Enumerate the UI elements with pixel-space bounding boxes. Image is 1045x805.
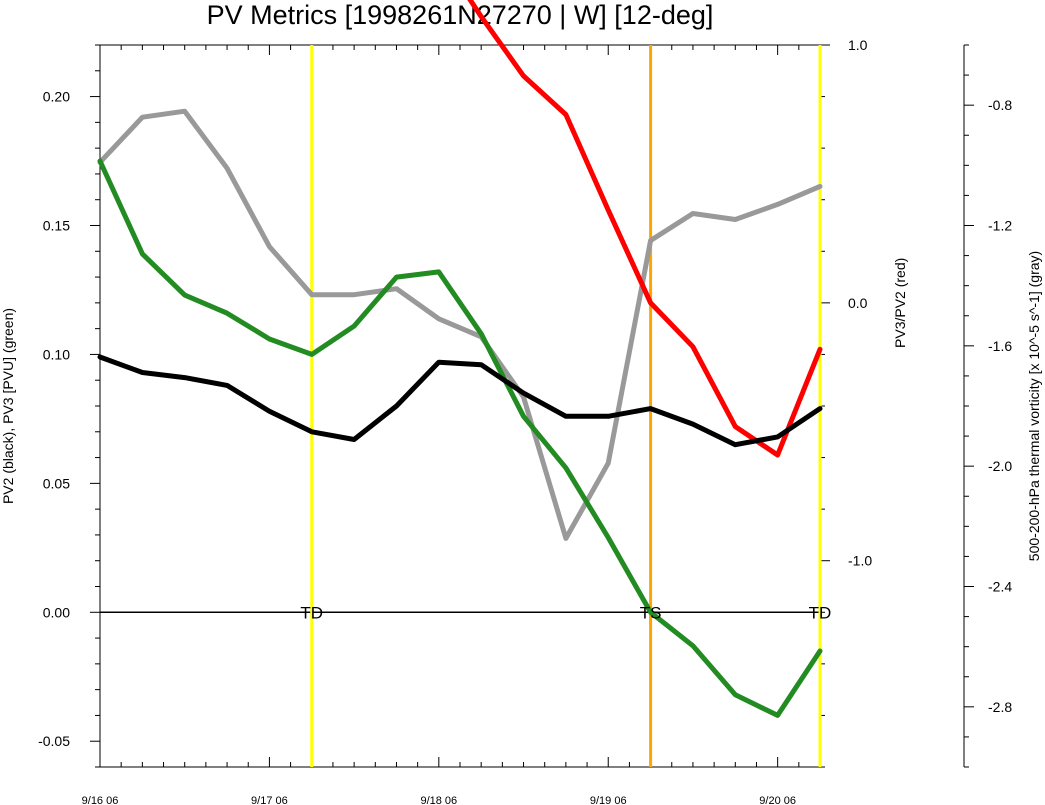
y-axis-right-outer-label: 500-200-hPa thermal vorticity [x 10^-5 s… [1026, 251, 1042, 561]
chart-title: PV Metrics [1998261N27270 | W] [12-deg] [207, 0, 714, 30]
x-tick-label: 9/20 06 [759, 795, 796, 805]
series-line [467, 0, 823, 458]
stage-marker-label: TD [300, 603, 323, 622]
plot-frame [99, 44, 821, 768]
x-tick-label: 9/16 06 [82, 795, 119, 805]
y-tick-label-right-outer: -0.8 [988, 97, 1012, 113]
series-line [97, 354, 823, 448]
plot-area: 9/16 06 9/17 06 9/18 06 9/19 06 9/20 06 -0.05… [38, 0, 1012, 805]
stage-marker-label: TD [809, 603, 832, 622]
y-tick-label-left: 0.20 [43, 89, 70, 105]
y-tick-label-right-outer: -2.8 [988, 699, 1012, 715]
y-tick-label-right-inner: 1.0 [848, 37, 868, 53]
y-tick-label-left: -0.05 [38, 733, 70, 749]
series-line [97, 108, 823, 541]
y-tick-label-left: 0.15 [43, 218, 70, 234]
y-axis-right-inner-label: PV3/PV2 (red) [892, 258, 908, 348]
y-tick-label-right-outer: -1.6 [988, 338, 1012, 354]
y-tick-label-left: 0.10 [43, 346, 70, 362]
y-tick-label-left: 0.00 [43, 604, 70, 620]
y-tick-label-left: 0.05 [43, 475, 70, 491]
y-tick-label-right-inner: 0.0 [848, 295, 868, 311]
y-axis-left-label: PV2 (black), PV3 [PVU] (green) [0, 308, 16, 504]
y-tick-label-right-outer: -1.2 [988, 218, 1012, 234]
series-line [97, 158, 823, 718]
y-tick-label-right-outer: -2.4 [988, 579, 1012, 595]
x-tick-label: 9/19 06 [590, 795, 627, 805]
x-tick-label: 9/18 06 [420, 795, 457, 805]
y-tick-label-right-inner: -1.0 [848, 553, 872, 569]
y-tick-label-right-outer: -2.0 [988, 458, 1012, 474]
stage-marker-label: TS [640, 603, 662, 622]
x-tick-label: 9/17 06 [251, 795, 288, 805]
